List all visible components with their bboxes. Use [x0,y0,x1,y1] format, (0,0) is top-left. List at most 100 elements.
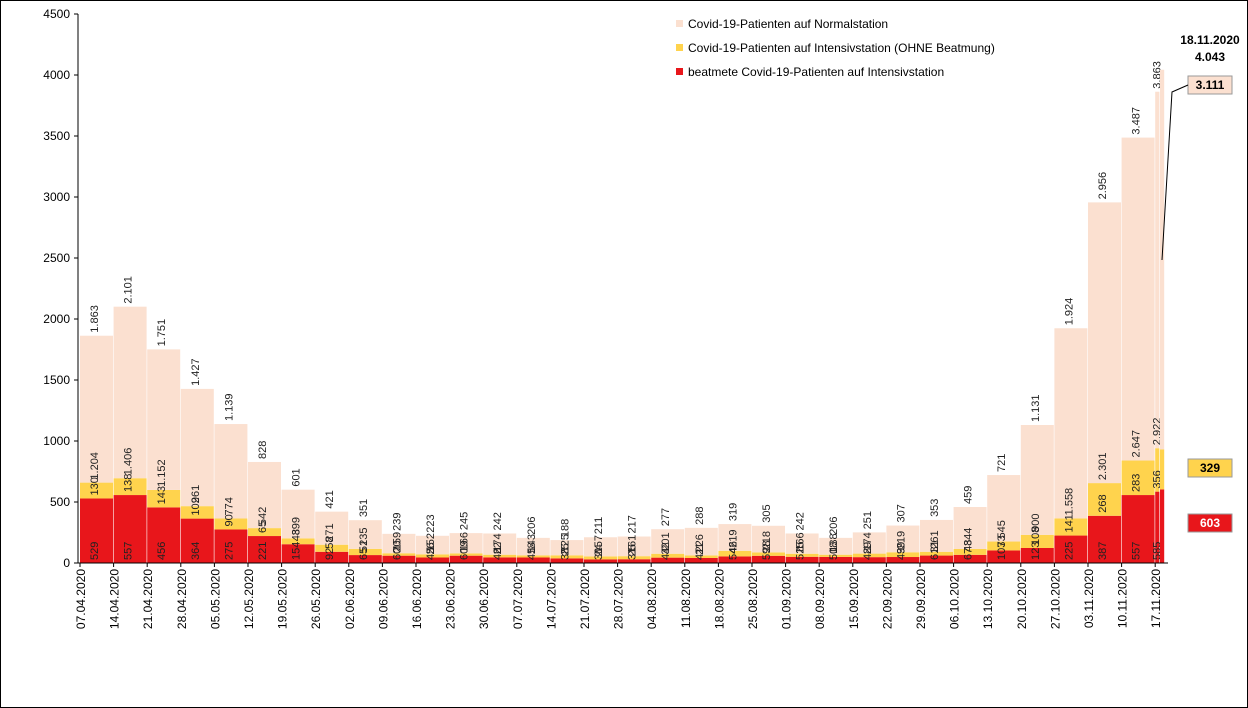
x-tick-label: 26.05.2020 [309,569,323,629]
total-label: 242 [795,512,807,530]
data-label: 261 [929,530,941,548]
x-tick-label: 07.07.2020 [511,569,525,629]
data-label: 174 [862,532,874,550]
data-label: 143 [156,486,168,504]
data-label: 344 [963,528,975,546]
leader-line [1161,84,1189,261]
data-label: 90 [223,514,235,526]
y-tick-label: 1000 [43,434,70,448]
bar-segment [1054,535,1088,563]
bar-segment [550,540,584,556]
total-label: 239 [391,512,403,530]
bar-segment [248,528,281,537]
data-label: 51 [358,540,370,552]
bar-segment [416,557,449,563]
data-label: 268 [1097,494,1109,512]
x-tick-label: 22.09.2020 [880,569,894,629]
bar-segment [987,541,1021,551]
bar-segment [920,519,953,552]
bar-segment [819,554,853,557]
legend-label: Covid-19-Patienten auf Intensivstation (… [688,41,995,55]
bar-segment [348,548,382,556]
total-label: 188 [559,519,571,537]
y-tick-label: 4500 [43,7,70,21]
bar-segment [584,537,617,557]
total-label: 223 [425,514,437,532]
bar-segment [752,555,785,563]
bar-segment [1020,425,1054,535]
data-label: 154 [291,542,303,560]
data-label: 529 [89,542,101,560]
bar-segment [483,557,517,563]
data-label: 275 [223,542,235,560]
data-label: 19 [459,540,471,552]
legend-label: Covid-19-Patienten auf Normalstation [688,17,888,31]
x-tick-label: 23.06.2020 [444,569,458,629]
data-label: 125 [559,534,571,552]
data-label: 108 [1030,527,1042,545]
x-tick-label: 05.05.2020 [208,569,222,629]
bar-segment [281,538,315,545]
data-label: 157 [593,535,605,553]
data-label: 1.406 [123,448,135,476]
x-tick-label: 04.08.2020 [645,569,659,629]
bar-segment [1121,460,1155,496]
x-tick-label: 25.08.2020 [746,569,760,629]
bar-segment [752,552,785,556]
bar-segment [886,525,920,553]
y-tick-label: 3500 [43,129,70,143]
data-label: 45 [526,548,538,560]
bar-segment [214,424,248,519]
bar-segment [1054,328,1088,519]
bar-segment [852,553,886,558]
data-label: 102 [190,497,202,515]
bar-segment [987,475,1021,542]
data-label: 73 [996,535,1008,547]
bar-segment [348,555,382,563]
data-label: 50 [828,548,840,560]
data-label: 65 [257,521,269,533]
data-label: 65 [358,548,370,560]
bar-segment [315,544,349,552]
bar-segment [214,518,248,530]
bar-segment [852,557,886,563]
data-label: 32 [660,542,672,554]
bar-segment [483,533,517,555]
total-label: 307 [895,504,907,522]
total-label: 421 [324,490,336,508]
bar-segment [1155,448,1160,492]
bar-segment [449,555,483,563]
bar-segment [584,556,617,560]
data-label: 58 [324,537,336,549]
total-label: 2.956 [1097,172,1109,200]
x-tick-label: 12.05.2020 [242,569,256,629]
data-label: 38 [559,548,571,560]
bar-segment [416,535,449,555]
total-label: 305 [761,504,773,522]
bar-segment [483,554,517,558]
callout-box [1187,513,1233,533]
x-tick-label: 16.06.2020 [410,569,424,629]
bar-segment [1088,202,1121,484]
y-tick-label: 500 [50,495,70,509]
bar-segment [718,524,752,551]
bar-segment [852,532,886,554]
data-label: 545 [996,520,1008,538]
data-label: 22 [492,542,504,554]
bar-segment [180,506,214,519]
x-tick-label: 09.06.2020 [376,569,390,629]
bar-segment [953,548,987,555]
data-label: 59 [761,548,773,560]
total-label: 277 [660,508,672,526]
data-label: 61 [929,548,941,560]
bar-segment [1121,137,1155,461]
data-label: 25 [795,542,807,554]
data-label: 1.204 [89,452,101,480]
total-label: 211 [593,517,605,535]
bar-segment [281,489,315,539]
data-label: 218 [761,531,773,549]
data-label: 18 [828,542,840,554]
bar-segment [718,550,752,557]
total-label: 251 [862,511,874,529]
